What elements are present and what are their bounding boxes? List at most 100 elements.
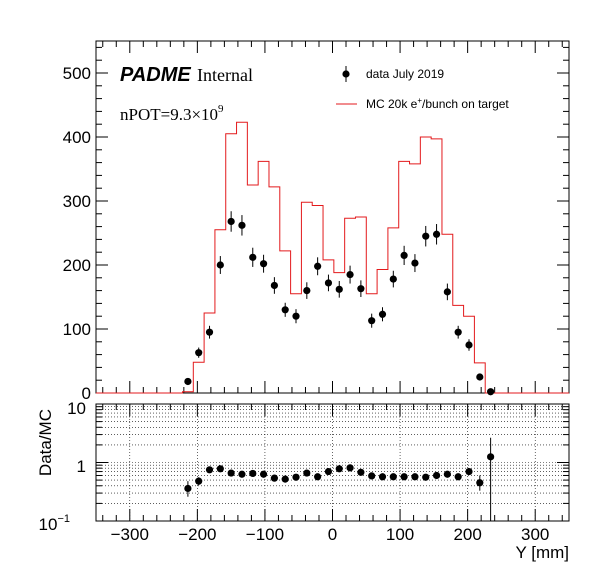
npot-label: nPOT=9.3×109 — [120, 103, 224, 124]
ratio-point — [487, 453, 495, 461]
padme-logo-text: PADME — [120, 64, 191, 86]
main-ytick-label: 300 — [63, 192, 91, 211]
ratio-point — [335, 465, 343, 473]
legend-data-label: data July 2019 — [366, 67, 444, 81]
data-point — [335, 285, 343, 293]
ratio-point — [238, 470, 246, 478]
ratio-point — [314, 473, 322, 481]
ratio-grid — [96, 404, 569, 521]
ratio-point — [259, 470, 268, 478]
data-point — [195, 349, 203, 357]
ratio-ytick-label-0-1-base: 10 — [39, 515, 58, 534]
main-ytick-label: 100 — [63, 320, 91, 339]
npot-text: nPOT=9.3×10 — [120, 105, 218, 124]
ratio-point — [411, 473, 419, 481]
data-point — [422, 232, 430, 240]
ratio-point — [205, 466, 214, 474]
data-point — [324, 279, 333, 287]
ratio-ytick-label-0-1: 10−1 — [39, 513, 70, 534]
ratio-point — [303, 469, 311, 477]
internal-label: Internal — [197, 65, 253, 85]
data-point — [259, 260, 268, 268]
legend-mc-label-pre: MC 20k e — [366, 97, 418, 111]
ratio-point — [281, 475, 289, 483]
main-ytick-label: 500 — [63, 64, 91, 83]
ratio-xtick-label: −200 — [178, 525, 216, 544]
ratio-point — [357, 468, 365, 476]
ratio-point — [216, 465, 224, 473]
data-point — [476, 373, 484, 381]
ratio-xtick-label: 200 — [453, 525, 481, 544]
data-point — [292, 312, 300, 320]
ratio-point — [346, 464, 354, 472]
main-ytick-label: 0 — [82, 384, 91, 403]
data-point — [357, 285, 365, 293]
data-point — [487, 388, 495, 396]
ratio-point — [378, 473, 387, 481]
ratio-xtick-label: 100 — [386, 525, 414, 544]
main-ytick-label: 200 — [63, 256, 91, 275]
ratio-xtick-label: −100 — [246, 525, 284, 544]
mc-histogram-line — [96, 121, 569, 394]
ratio-point — [476, 479, 484, 487]
data-point — [227, 217, 235, 226]
ratio-xtick-label: 0 — [328, 525, 337, 544]
main-histogram-panel: 0 100 200 300 400 500 PADME Internal nPOT=9.3… — [63, 40, 570, 403]
data-point — [400, 251, 408, 259]
legend-mc-label-sup: + — [417, 96, 422, 105]
ratio-point — [249, 469, 257, 478]
data-point — [432, 230, 441, 238]
ratio-point — [432, 471, 441, 480]
ratio-point — [400, 473, 408, 481]
data-points — [184, 211, 495, 396]
data-point — [411, 259, 419, 267]
ratio-point — [324, 467, 333, 476]
ratio-ytick-label-0-1-exp: −1 — [57, 513, 70, 525]
main-ytick-label: 400 — [63, 128, 91, 147]
data-point — [216, 261, 224, 269]
ratio-y-axis — [96, 403, 569, 522]
x-axis-title: Y [mm] — [515, 543, 569, 562]
ratio-point — [184, 484, 192, 493]
legend: data July 2019 MC 20k e+/bunch on target — [336, 66, 509, 111]
data-point — [465, 341, 473, 349]
legend-mc-label: MC 20k e+/bunch on target — [366, 96, 509, 111]
ratio-panel: −300 −200 −100 0 100 200 300 10 1 10−1 Data/MC… — [36, 399, 570, 562]
main-y-axis: 0 100 200 300 400 500 — [63, 46, 569, 403]
ratio-xtick-label: 300 — [521, 525, 549, 544]
data-point — [389, 275, 397, 283]
ratio-point — [454, 473, 462, 481]
data-point — [303, 287, 311, 295]
ratio-point — [443, 470, 451, 478]
data-point — [443, 288, 451, 296]
ratio-point — [465, 467, 473, 476]
ratio-points — [184, 437, 495, 521]
ratio-ytick-label-1: 1 — [77, 457, 86, 476]
main-plot-frame — [95, 40, 570, 394]
data-point — [314, 262, 322, 270]
data-point — [205, 328, 214, 336]
legend-data-marker — [342, 70, 350, 78]
ratio-y-axis-title: Data/MC — [36, 409, 55, 476]
ratio-x-axis: −300 −200 −100 0 100 200 300 — [102, 404, 563, 544]
ratio-ytick-label-10: 10 — [67, 399, 86, 418]
ratio-point — [270, 474, 278, 482]
ratio-point — [292, 473, 300, 481]
ratio-point — [227, 469, 235, 477]
legend-mc-label-post: /bunch on target — [422, 97, 509, 111]
data-point — [368, 317, 376, 325]
data-point — [238, 221, 246, 229]
data-point — [184, 377, 192, 386]
data-point — [281, 306, 289, 314]
main-x-axis-ticks — [102, 41, 563, 393]
ratio-point — [422, 473, 430, 481]
data-point — [249, 253, 257, 261]
ratio-point — [195, 477, 203, 485]
ratio-point — [368, 472, 376, 480]
data-point — [346, 271, 354, 279]
data-point — [270, 281, 278, 290]
data-point — [454, 328, 462, 336]
ratio-xtick-label: −300 — [111, 525, 149, 544]
npot-exponent: 9 — [218, 103, 224, 115]
